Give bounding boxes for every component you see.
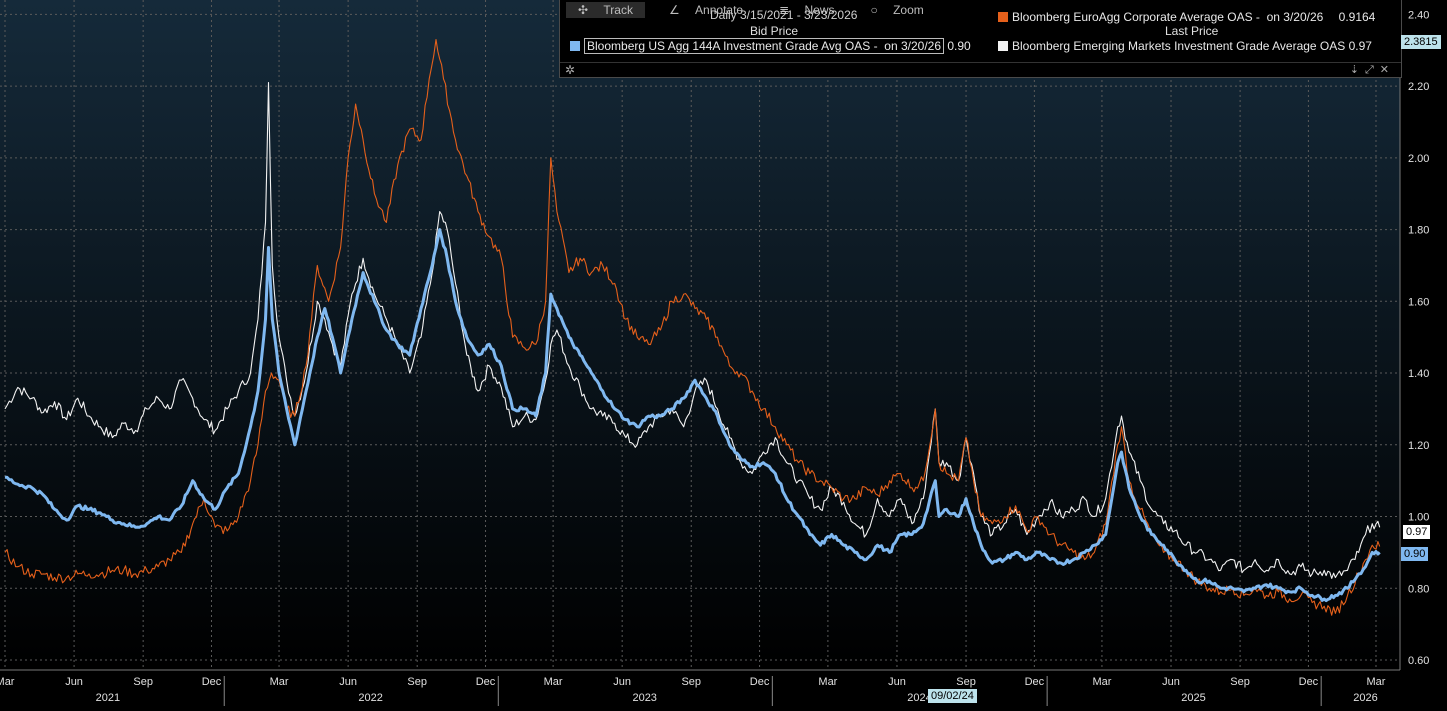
x-tick-label: Jun [1162,676,1180,688]
euro-value: 0.9164 [1338,10,1376,24]
x-axis: Mar Jun Sep Dec Mar Jun Sep Dec Mar Jun Sep Dec Mar J… [0,669,1400,706]
x-tick-label: Mar [1367,676,1386,688]
bid-price-label: Bid Price [750,24,799,38]
top-value-tag: 2.3815 [1401,35,1441,49]
window-controls: ⇣⤢✕ [1350,63,1395,77]
news-icon: ≣ [779,3,793,17]
x-tick-label: Sep [956,676,976,688]
us-agg-value: 0.90 [947,39,971,53]
x-tick-label: Jun [888,676,906,688]
legend-panel: ✣ Track ∠ Annotate ≣ News ○ Zoom Daily 3… [559,0,1402,78]
y-tick-label: 1.00 [1408,512,1429,524]
series-line-em [4,81,1381,579]
legend-item-em[interactable]: Bloomberg Emerging Markets Investment Gr… [998,39,1372,53]
grid-lines [0,0,1400,670]
em-last-value-tag: 0.97 [1403,525,1431,539]
y-tick-label: 2.20 [1408,81,1429,93]
annotate-button[interactable]: ∠ Annotate [657,2,755,18]
x-tick-label: Dec [1025,676,1045,688]
x-tick-label: Dec [476,676,496,688]
close-icon[interactable]: ✕ [1379,64,1395,76]
us-agg-date: on 3/20/26 [884,39,941,53]
legend-control-row: ✲ ⇣⤢✕ [560,62,1401,79]
magnifier-icon: ○ [870,3,882,17]
x-tick-label: Mar [0,676,15,688]
y-axis: 0.60 0.80 1.00 1.20 1.40 1.60 1.80 2.00 2.20 2.40 [1399,0,1429,670]
chart-toolbar: ✣ Track ∠ Annotate ≣ News ○ Zoom [566,2,936,18]
news-button[interactable]: ≣ News [767,2,846,18]
us-last-value-tag: 0.90 [1401,547,1429,561]
em-name: Bloomberg Emerging Markets Investment Gr… [1012,39,1346,53]
x-tick-label: Sep [407,676,427,688]
year-label: 2025 [1181,692,1205,704]
crosshair-icon: ✣ [578,3,592,17]
em-swatch [998,41,1008,51]
year-label: 2021 [96,692,120,704]
x-tick-label: Dec [1299,676,1319,688]
euro-date: on 3/20/26 [1266,10,1324,24]
euro-name: Bloomberg EuroAgg Corporate Average OAS … [1012,10,1260,24]
x-tick-label: Sep [681,676,701,688]
euro-swatch [998,12,1008,22]
y-tick-label: 2.00 [1408,153,1429,165]
em-value: 0.97 [1348,39,1372,53]
legend-item-us-agg[interactable]: Bloomberg US Agg 144A Investment Grade A… [570,38,971,54]
x-tick-label: Sep [133,676,153,688]
year-label: 2024 [907,692,931,704]
gear-icon[interactable]: ✲ [565,63,576,77]
y-tick-label: 2.40 [1408,9,1429,21]
y-tick-label: 1.60 [1408,296,1429,308]
last-price-label: Last Price [1165,24,1219,38]
track-button[interactable]: ✣ Track [566,2,645,18]
pencil-icon: ∠ [668,3,684,17]
x-tick-label: Sep [1230,676,1250,688]
series-lines [4,38,1381,616]
x-tick-label: Mar [818,676,837,688]
period-label: Daily 3/15/2021 - 3/23/2026 [710,8,858,22]
year-label: 2026 [1353,692,1377,704]
x-tick-label: Mar [1092,676,1111,688]
x-tick-label: Jun [339,676,357,688]
x-tick-label: Mar [544,676,563,688]
plot-background [0,0,1400,670]
cursor-date-tag: 09/02/24 [928,689,977,703]
x-tick-label: Jun [65,676,83,688]
year-label: 2022 [358,692,382,704]
year-label: 2023 [632,692,656,704]
pin-icon[interactable]: ⇣ [1349,64,1365,76]
zoom-button[interactable]: ○ Zoom [859,2,936,18]
x-tick-label: Jun [613,676,631,688]
collapse-icon[interactable]: ⤢ [1364,64,1380,76]
x-tick-label: Dec [202,676,222,688]
y-tick-label: 1.40 [1408,368,1429,380]
y-tick-label: 1.80 [1408,225,1429,237]
x-tick-label: Dec [750,676,770,688]
series-line-us_agg [4,228,1381,603]
us-agg-name: Bloomberg US Agg 144A Investment Grade A… [587,39,878,53]
legend-item-euro[interactable]: Bloomberg EuroAgg Corporate Average OAS … [998,10,1375,24]
us-agg-swatch [570,41,580,51]
y-tick-label: 0.60 [1408,655,1429,667]
y-tick-label: 0.80 [1408,583,1429,595]
y-tick-label: 1.20 [1408,440,1429,452]
x-tick-label: Mar [270,676,289,688]
